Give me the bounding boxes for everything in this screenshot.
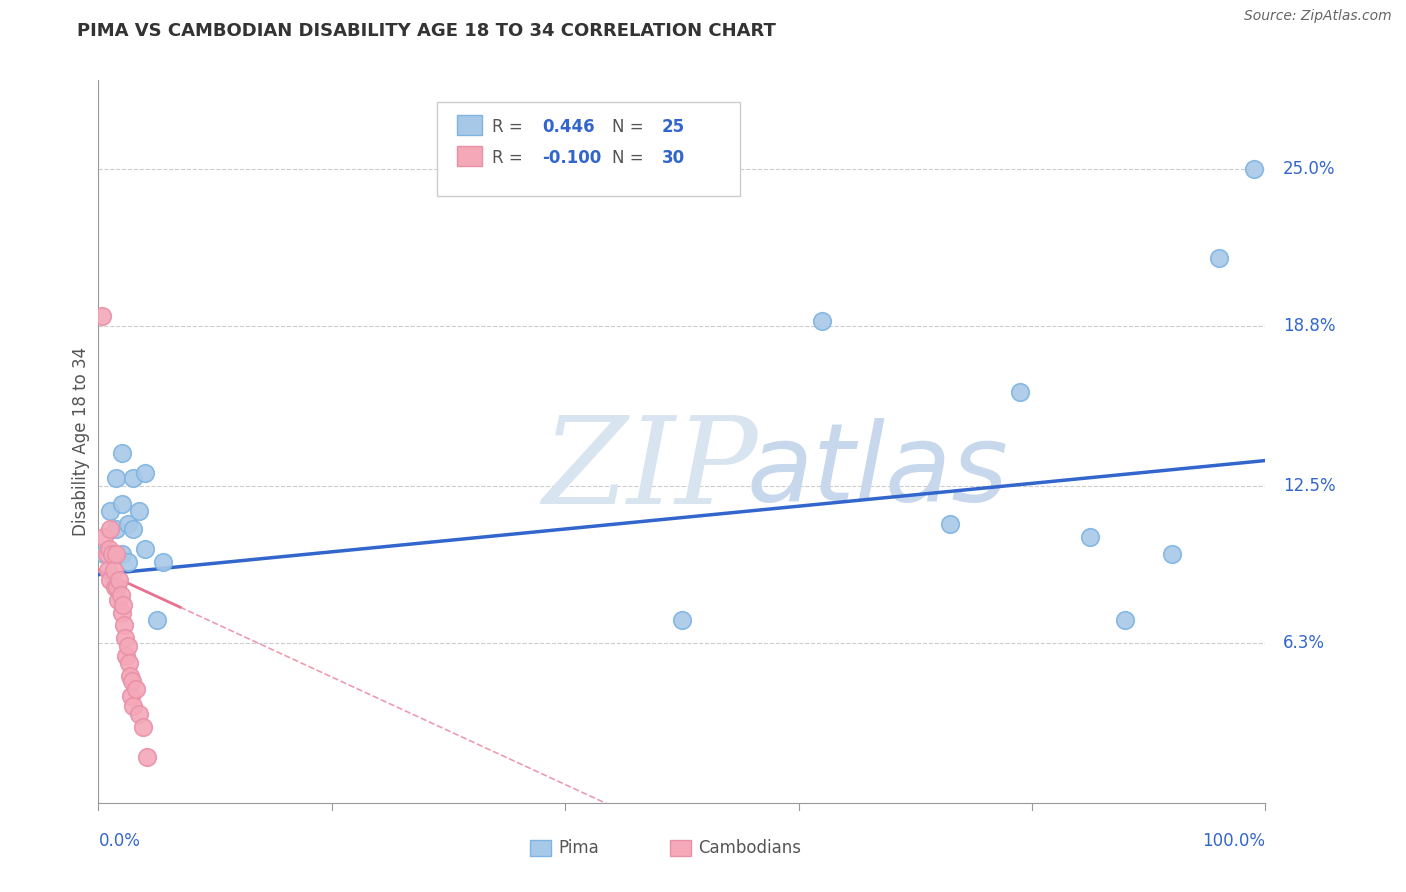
Point <box>111 598 134 612</box>
Point <box>105 580 128 594</box>
Text: 25: 25 <box>662 119 685 136</box>
Point <box>117 555 139 569</box>
Point <box>104 580 127 594</box>
Point <box>118 657 141 671</box>
Point <box>136 750 159 764</box>
Point <box>117 639 139 653</box>
Point <box>111 606 134 620</box>
Point <box>90 309 112 323</box>
Point <box>104 471 127 485</box>
Point <box>118 669 141 683</box>
Point <box>110 588 132 602</box>
Point <box>134 542 156 557</box>
Point <box>122 699 145 714</box>
Point <box>132 720 155 734</box>
Y-axis label: Disability Age 18 to 34: Disability Age 18 to 34 <box>72 347 90 536</box>
Text: 30: 30 <box>662 149 685 168</box>
Text: R =: R = <box>492 149 527 168</box>
Text: Pima: Pima <box>558 839 599 857</box>
FancyBboxPatch shape <box>530 840 551 856</box>
Text: -0.100: -0.100 <box>541 149 602 168</box>
Point <box>152 555 174 569</box>
Text: R =: R = <box>492 119 527 136</box>
Text: 0.446: 0.446 <box>541 119 595 136</box>
Text: N =: N = <box>612 119 648 136</box>
Point <box>1010 385 1032 400</box>
Point <box>111 497 134 511</box>
Point <box>121 674 143 689</box>
Point <box>128 504 150 518</box>
FancyBboxPatch shape <box>457 115 482 136</box>
Text: Source: ZipAtlas.com: Source: ZipAtlas.com <box>1244 9 1392 23</box>
Point <box>939 516 962 531</box>
Point <box>97 542 120 557</box>
Point <box>1208 251 1230 265</box>
Text: Cambodians: Cambodians <box>699 839 801 857</box>
Point <box>811 314 834 328</box>
Point <box>111 547 134 561</box>
Point <box>671 613 693 627</box>
Point <box>114 631 136 645</box>
Point <box>134 467 156 481</box>
Text: atlas: atlas <box>747 418 1008 523</box>
Point <box>101 547 124 561</box>
Point <box>1243 161 1265 176</box>
Point <box>117 516 139 531</box>
Point <box>98 522 121 536</box>
Point <box>93 547 115 561</box>
Point <box>103 563 125 577</box>
Text: 12.5%: 12.5% <box>1282 477 1336 495</box>
FancyBboxPatch shape <box>437 102 741 196</box>
Point <box>122 522 145 536</box>
Point <box>98 573 121 587</box>
Point <box>115 648 138 663</box>
Point <box>1114 613 1136 627</box>
Text: N =: N = <box>612 149 648 168</box>
Text: 100.0%: 100.0% <box>1202 831 1265 850</box>
Point <box>1080 530 1102 544</box>
Point <box>97 563 120 577</box>
Point <box>112 618 135 632</box>
Point <box>104 522 127 536</box>
Text: 6.3%: 6.3% <box>1282 634 1324 652</box>
Point <box>108 573 131 587</box>
Text: 0.0%: 0.0% <box>98 831 141 850</box>
Point <box>120 690 142 704</box>
Point <box>128 707 150 722</box>
Point <box>104 547 127 561</box>
Point <box>107 593 129 607</box>
Point <box>96 547 118 561</box>
Point <box>125 681 148 696</box>
Point <box>146 613 169 627</box>
Text: 25.0%: 25.0% <box>1282 160 1336 178</box>
Point <box>122 471 145 485</box>
FancyBboxPatch shape <box>671 840 692 856</box>
Text: 18.8%: 18.8% <box>1282 318 1336 335</box>
Point <box>111 446 134 460</box>
Point <box>98 504 121 518</box>
FancyBboxPatch shape <box>457 146 482 166</box>
Point <box>1161 547 1184 561</box>
Text: PIMA VS CAMBODIAN DISABILITY AGE 18 TO 34 CORRELATION CHART: PIMA VS CAMBODIAN DISABILITY AGE 18 TO 3… <box>77 22 776 40</box>
Point <box>93 530 115 544</box>
Text: ZIP: ZIP <box>541 412 758 529</box>
